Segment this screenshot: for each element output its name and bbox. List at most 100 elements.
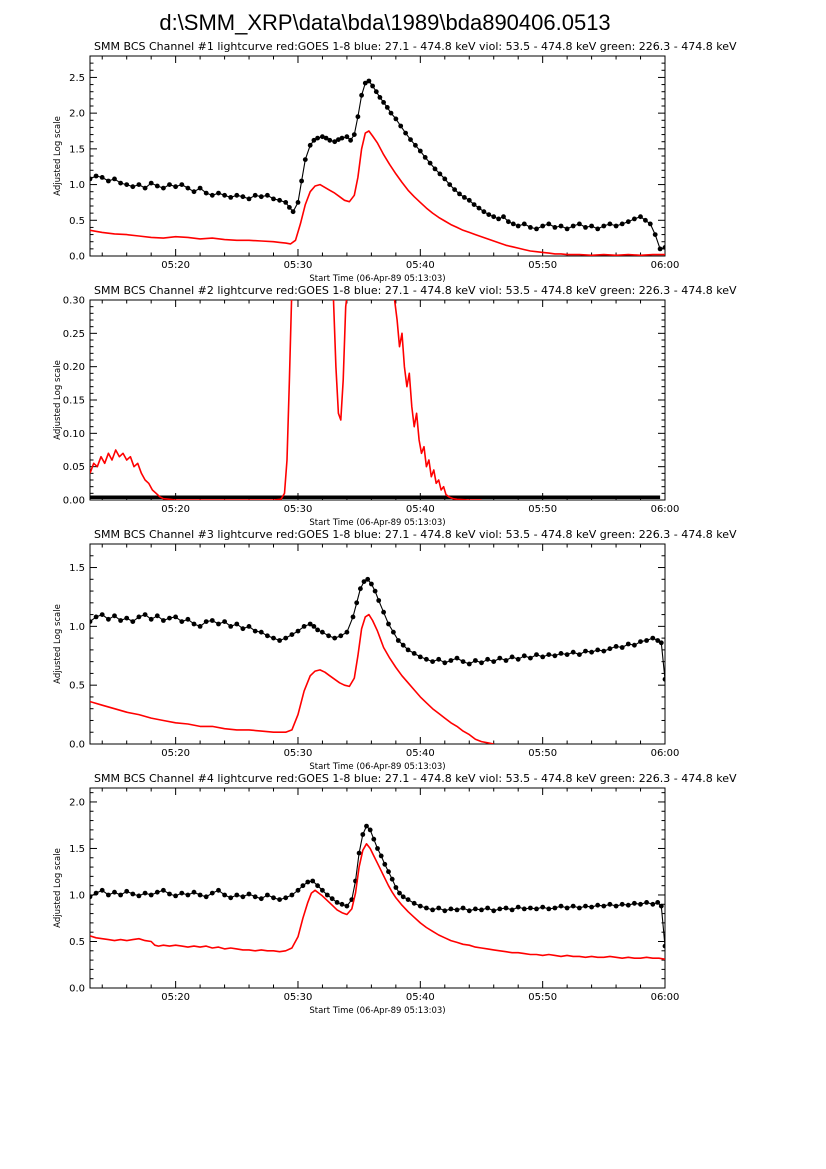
data-point-marker <box>589 223 594 229</box>
data-point-marker <box>148 180 154 186</box>
data-point-marker <box>540 904 546 910</box>
data-point-marker <box>283 200 289 205</box>
data-point-marker <box>452 187 457 193</box>
data-point-marker <box>378 853 384 859</box>
y-axis-label: Adjusted Log scale <box>53 360 63 440</box>
data-point-marker <box>430 907 435 913</box>
data-point-marker <box>521 221 527 227</box>
data-point-marker <box>485 656 490 662</box>
data-point-marker <box>334 900 340 905</box>
y-tick-label: 0.00 <box>63 496 85 507</box>
data-point-marker <box>625 219 631 225</box>
data-point-marker <box>295 628 301 634</box>
data-point-marker <box>287 205 292 210</box>
x-tick-label: 05:30 <box>284 260 313 271</box>
data-point-marker <box>209 192 215 198</box>
data-point-marker <box>376 598 382 603</box>
data-point-marker <box>564 905 570 911</box>
y-tick-label: 1.5 <box>69 144 85 155</box>
x-tick-label: 05:50 <box>528 504 557 515</box>
data-point-marker <box>167 891 172 897</box>
data-point-marker <box>389 876 395 882</box>
x-tick-label: 06:00 <box>651 748 680 759</box>
axes-ticks <box>90 299 666 501</box>
data-point-marker <box>424 905 429 911</box>
x-tick-label: 06:00 <box>651 260 680 271</box>
data-point-marker <box>509 907 515 913</box>
data-point-marker <box>448 906 454 912</box>
data-point-marker <box>466 197 472 203</box>
x-tick-label: 05:20 <box>161 992 190 1003</box>
data-point-marker <box>323 135 329 141</box>
data-point-marker <box>650 635 656 641</box>
data-point-marker <box>491 908 497 914</box>
data-point-marker <box>311 624 317 629</box>
y-tick-label: 1.0 <box>69 622 85 633</box>
data-point-marker <box>491 214 497 220</box>
data-point-marker <box>373 89 379 95</box>
data-point-marker <box>558 651 564 656</box>
data-point-marker <box>400 894 406 900</box>
page-title: d:\SMM_XRP\data\bda\1989\bda890406.0513 <box>159 10 611 35</box>
y-tick-label: 0.15 <box>63 396 85 407</box>
data-point-marker <box>405 897 411 902</box>
data-point-marker <box>448 658 454 663</box>
y-tick-label: 2.0 <box>69 797 85 808</box>
data-point-marker <box>315 135 320 141</box>
y-tick-label: 0.05 <box>63 462 85 473</box>
data-point-marker <box>370 83 375 89</box>
chart-panel-1: SMM BCS Channel #1 lightcurve red:GOES 1… <box>0 40 826 284</box>
data-point-marker <box>222 619 228 624</box>
data-point-marker <box>501 214 506 220</box>
data-point-marker <box>310 878 316 884</box>
data-point-marker <box>320 134 325 140</box>
data-point-marker <box>658 903 664 909</box>
data-point-marker <box>662 676 665 682</box>
data-point-marker <box>632 216 637 222</box>
data-point-marker <box>462 195 467 200</box>
data-point-marker <box>173 893 179 899</box>
data-point-marker <box>595 226 601 232</box>
data-point-marker <box>607 901 613 907</box>
data-point-marker <box>657 246 663 252</box>
x-tick-label: 05:30 <box>284 748 313 759</box>
data-point-marker <box>289 632 295 637</box>
data-point-marker <box>252 894 258 900</box>
data-point-marker <box>277 897 282 902</box>
data-point-marker <box>362 80 368 86</box>
data-point-marker <box>277 638 282 643</box>
data-point-marker <box>546 652 552 657</box>
data-point-marker <box>528 225 533 230</box>
data-point-marker <box>99 175 105 180</box>
data-point-marker <box>361 579 367 584</box>
data-point-marker <box>130 891 136 897</box>
data-point-marker <box>339 135 345 141</box>
data-point-marker <box>179 182 185 188</box>
x-tick-label: 05:20 <box>161 260 190 271</box>
data-point-marker <box>191 189 197 195</box>
x-tick-label: 05:50 <box>528 260 557 271</box>
data-point-marker <box>583 648 588 654</box>
data-point-marker <box>447 182 453 188</box>
series-line-black <box>90 825 665 947</box>
data-point-marker <box>595 902 601 908</box>
data-point-marker <box>413 142 418 148</box>
data-point-marker <box>662 245 665 250</box>
data-point-marker <box>638 639 643 644</box>
data-point-marker <box>311 137 317 143</box>
data-point-marker <box>222 892 228 898</box>
data-point-marker <box>496 216 501 222</box>
data-point-marker <box>391 629 396 635</box>
data-point-marker <box>466 661 472 667</box>
data-point-marker <box>277 197 282 203</box>
data-point-marker <box>476 205 482 211</box>
data-point-marker <box>350 614 356 620</box>
data-point-marker <box>265 192 270 198</box>
data-point-marker <box>299 178 304 184</box>
data-point-marker <box>570 223 576 229</box>
data-point-marker <box>246 891 252 897</box>
data-point-marker <box>290 209 296 215</box>
data-point-marker <box>552 905 558 911</box>
y-tick-label: 0.10 <box>63 429 85 440</box>
data-point-marker <box>265 892 270 898</box>
